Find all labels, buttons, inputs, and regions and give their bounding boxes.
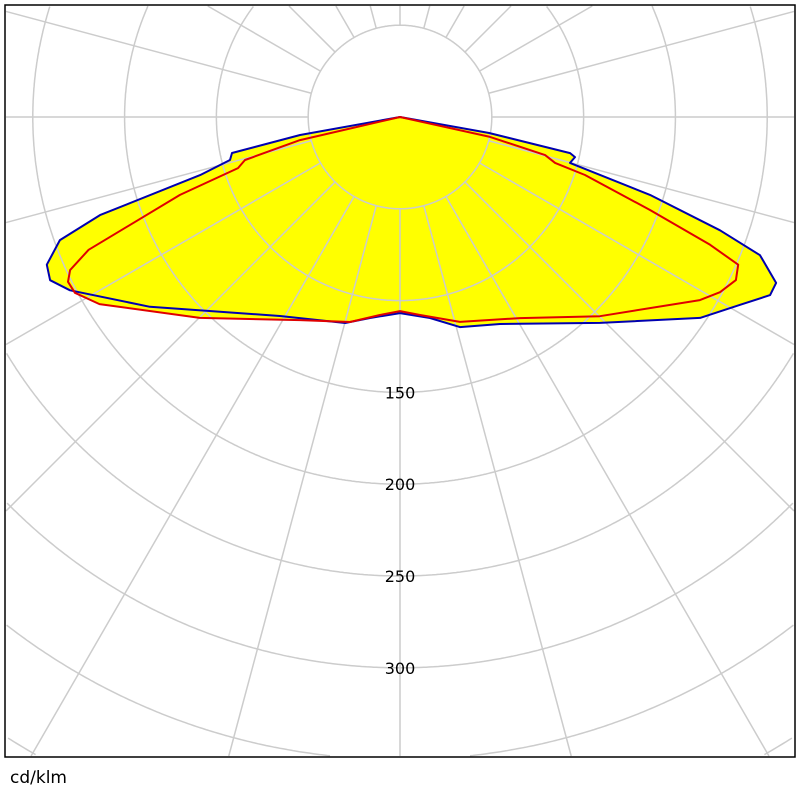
radial-tick-label: 300 — [385, 659, 416, 678]
grid-circle — [5, 353, 795, 577]
grid-spoke — [5, 162, 321, 346]
radial-tick-label: 150 — [385, 383, 416, 402]
grid-spoke — [5, 181, 336, 512]
grid-spoke — [5, 10, 312, 94]
grid-spoke — [479, 5, 593, 72]
grid-spoke — [228, 205, 377, 757]
grid-spoke — [464, 181, 795, 512]
grid-spoke — [30, 196, 355, 757]
intensity-curve-1 — [67, 116, 740, 323]
grid-circle — [32, 6, 768, 485]
grid-circle — [6, 624, 794, 757]
grid-spoke — [445, 196, 770, 757]
intensity-fill-1 — [68, 117, 739, 322]
grid-spoke — [445, 5, 465, 38]
grid-spoke — [488, 10, 795, 94]
radial-tick-label: 250 — [385, 567, 416, 586]
grid-spoke — [479, 162, 795, 346]
grid-spoke — [488, 140, 795, 224]
grid-circle — [7, 737, 793, 756]
plot-frame — [4, 4, 796, 758]
grid-spoke — [464, 5, 512, 53]
grid-circle — [215, 6, 585, 302]
grid-spoke — [207, 5, 321, 72]
grid-spoke — [335, 5, 355, 38]
intensity-curve-0 — [45, 116, 778, 329]
grid-circle — [6, 502, 794, 669]
radial-tick-label: 200 — [385, 475, 416, 494]
grid-circle — [123, 5, 677, 394]
grid-spoke — [288, 5, 336, 53]
grid-spoke — [423, 205, 572, 757]
grid-spoke — [369, 5, 377, 29]
unit-label: cd/klm — [10, 768, 67, 788]
grid-spoke — [423, 5, 431, 29]
